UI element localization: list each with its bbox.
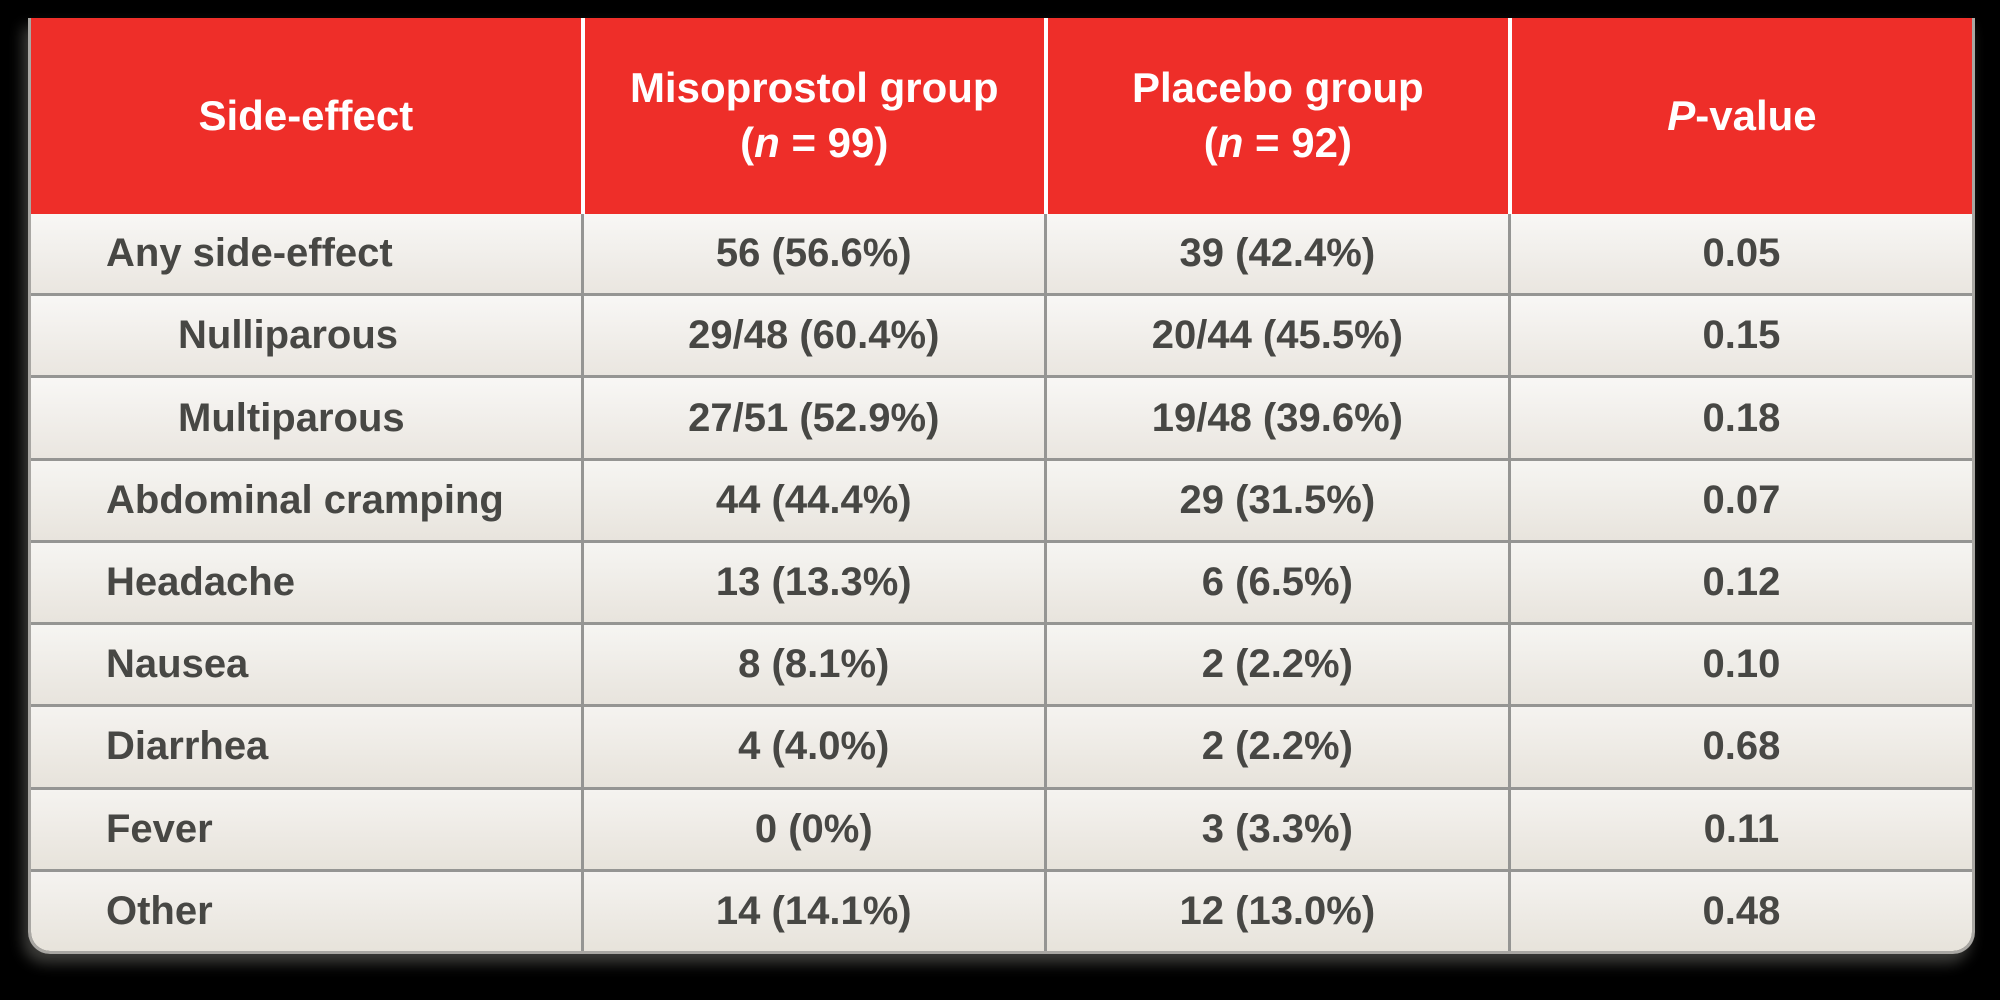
table-body: Any side-effect 56 (56.6%) 39 (42.4%) 0.… <box>31 214 1972 951</box>
side-effect-cell: Abdominal cramping <box>31 461 581 540</box>
table-row: Headache 13 (13.3%) 6 (6.5%) 0.12 <box>31 539 1972 623</box>
n-italic: n <box>1217 119 1244 166</box>
side-effect-cell: Headache <box>31 543 581 622</box>
misoprostol-cell: 27/51 (52.9%) <box>580 378 1044 458</box>
misoprostol-cell: 8 (8.1%) <box>580 625 1044 705</box>
side-effect-label: Nulliparous <box>178 313 399 358</box>
table-row: Abdominal cramping 44 (44.4%) 29 (31.5%)… <box>31 457 1972 540</box>
side-effect-cell: Diarrhea <box>31 707 581 786</box>
placebo-cell: 29 (31.5%) <box>1043 460 1508 540</box>
side-effect-cell: Fever <box>31 790 581 869</box>
header-misoprostol-line2: (n = 99) <box>740 119 889 166</box>
placebo-cell: 12 (13.0%) <box>1043 871 1508 951</box>
p-value-cell: 0.68 <box>1507 707 1972 787</box>
side-effect-cell: Multiparous <box>31 378 581 457</box>
table-row: Fever 0 (0%) 3 (3.3%) 0.11 <box>31 786 1972 869</box>
placebo-cell: 3 (3.3%) <box>1043 789 1508 869</box>
header-placebo-line1: Placebo group <box>1132 64 1424 112</box>
placebo-cell: 2 (2.2%) <box>1043 625 1508 705</box>
side-effects-table: Side-effect Misoprostol group (n = 99) P… <box>28 18 1975 954</box>
side-effect-cell: Other <box>31 872 581 951</box>
header-misoprostol-line1: Misoprostol group <box>629 64 999 112</box>
side-effect-label: Nausea <box>106 642 249 687</box>
p-value-cell: 0.15 <box>1507 296 1972 376</box>
side-effect-label: Headache <box>106 559 295 604</box>
n-italic: n <box>754 119 780 166</box>
table-row: Any side-effect 56 (56.6%) 39 (42.4%) 0.… <box>31 214 1972 294</box>
side-effect-cell: Nausea <box>31 625 581 704</box>
side-effect-label: Multiparous <box>178 395 405 440</box>
misoprostol-cell: 0 (0%) <box>580 789 1044 869</box>
table-row: Multiparous 27/51 (52.9%) 19/48 (39.6%) … <box>31 375 1972 458</box>
side-effect-label: Fever <box>106 806 213 851</box>
p-value-cell: 0.05 <box>1507 214 1972 294</box>
misoprostol-cell: 29/48 (60.4%) <box>580 296 1044 376</box>
p-value-cell: 0.48 <box>1507 871 1972 951</box>
header-p-value-label: P-value <box>1667 91 1817 139</box>
p-value-cell: 0.12 <box>1507 542 1972 623</box>
header-misoprostol-group: Misoprostol group (n = 99) <box>580 18 1044 214</box>
side-effect-label: Diarrhea <box>106 724 269 769</box>
side-effect-cell: Any side-effect <box>31 214 581 293</box>
p-italic: P <box>1667 91 1696 139</box>
header-side-effect-label: Side-effect <box>198 91 414 139</box>
placebo-cell: 39 (42.4%) <box>1043 214 1508 294</box>
table-row: Nausea 8 (8.1%) 2 (2.2%) 0.10 <box>31 622 1972 705</box>
p-value-cell: 0.18 <box>1507 378 1972 458</box>
side-effect-cell: Nulliparous <box>31 296 581 375</box>
table-row: Diarrhea 4 (4.0%) 2 (2.2%) 0.68 <box>31 704 1972 787</box>
misoprostol-cell: 14 (14.1%) <box>580 871 1044 951</box>
misoprostol-cell: 44 (44.4%) <box>580 460 1044 540</box>
header-placebo-group: Placebo group (n = 92) <box>1043 18 1508 214</box>
header-p-value: P-value <box>1507 18 1972 214</box>
placebo-cell: 6 (6.5%) <box>1043 542 1508 623</box>
p-value-cell: 0.10 <box>1507 625 1972 705</box>
p-value-cell: 0.11 <box>1507 789 1972 869</box>
placebo-cell: 2 (2.2%) <box>1043 707 1508 787</box>
table-row: Nulliparous 29/48 (60.4%) 20/44 (45.5%) … <box>31 293 1972 376</box>
side-effect-label: Abdominal cramping <box>106 477 504 522</box>
misoprostol-cell: 4 (4.0%) <box>580 707 1044 787</box>
misoprostol-cell: 13 (13.3%) <box>580 542 1044 623</box>
placebo-cell: 20/44 (45.5%) <box>1043 296 1508 376</box>
side-effect-label: Other <box>106 888 213 933</box>
table-row: Other 14 (14.1%) 12 (13.0%) 0.48 <box>31 868 1972 951</box>
placebo-cell: 19/48 (39.6%) <box>1043 378 1508 458</box>
table-header-row: Side-effect Misoprostol group (n = 99) P… <box>31 18 1972 214</box>
p-value-cell: 0.07 <box>1507 460 1972 540</box>
header-side-effect: Side-effect <box>31 18 581 214</box>
header-placebo-line2: (n = 92) <box>1203 119 1352 166</box>
side-effect-label: Any side-effect <box>106 231 393 276</box>
misoprostol-cell: 56 (56.6%) <box>580 214 1044 294</box>
